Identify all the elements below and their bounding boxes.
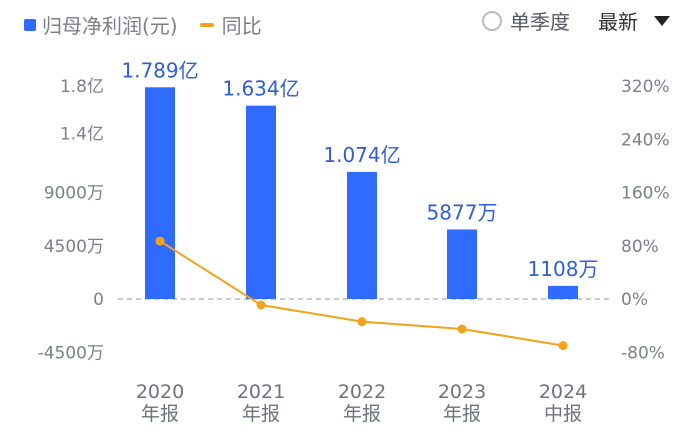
period-dropdown[interactable]: 最新 (598, 6, 670, 35)
legend-label-net-profit: 归母净利润(元) (42, 14, 178, 38)
left-axis-tick-label: 9000万 (44, 184, 104, 204)
yoy-point (256, 300, 266, 310)
right-axis-tick-label: -80% (621, 343, 665, 363)
bar-swatch-icon (24, 18, 36, 31)
left-axis-tick-label: 1.4亿 (60, 124, 104, 144)
bar (145, 87, 175, 299)
bar-data-label: 1108万 (528, 257, 599, 281)
single-quarter-radio[interactable]: 单季度 (482, 6, 570, 35)
bar (447, 229, 477, 299)
period-dropdown-label: 最新 (598, 10, 638, 34)
bar (246, 105, 276, 299)
yoy-point (357, 317, 367, 327)
right-axis-tick-label: 80% (621, 237, 659, 257)
yoy-point (457, 324, 467, 334)
right-axis-tick-label: 320% (621, 77, 670, 97)
x-axis-tick-label: 2022 年报 (338, 381, 386, 425)
legend-item-net-profit[interactable]: 归母净利润(元) (24, 10, 178, 39)
bar-data-label: 5877万 (427, 200, 498, 224)
chart-legend: 归母净利润(元) 同比 (24, 10, 284, 39)
left-axis-tick-label: 4500万 (44, 237, 104, 257)
x-axis-tick-label: 2020 年报 (136, 381, 184, 425)
yoy-point (558, 341, 568, 351)
bar-data-label: 1.634亿 (222, 77, 299, 101)
line-swatch-icon (199, 22, 214, 27)
x-axis-tick-label: 2024 中报 (539, 381, 587, 425)
bar-data-label: 1.789亿 (121, 58, 198, 82)
left-axis-tick-label: -4500万 (38, 343, 104, 363)
x-axis-tick-label: 2023 年报 (438, 381, 486, 425)
left-axis-tick-label: 1.8亿 (60, 77, 104, 97)
x-axis-tick-label: 2021 年报 (237, 381, 285, 425)
right-axis-tick-label: 0% (621, 290, 648, 310)
caret-down-icon (654, 15, 670, 26)
left-axis-tick-label: 0 (93, 290, 104, 310)
chart-controls: 单季度 最新 (482, 6, 670, 35)
bar-data-label: 1.074亿 (323, 143, 400, 167)
bar (347, 171, 377, 299)
single-quarter-label: 单季度 (510, 10, 570, 34)
legend-item-yoy[interactable]: 同比 (199, 10, 262, 39)
legend-label-yoy: 同比 (221, 14, 262, 38)
radio-circle-icon (482, 10, 502, 31)
right-axis-tick-label: 160% (621, 184, 670, 204)
yoy-point (155, 236, 165, 246)
right-axis-tick-label: 240% (621, 130, 670, 150)
bar (548, 285, 578, 299)
